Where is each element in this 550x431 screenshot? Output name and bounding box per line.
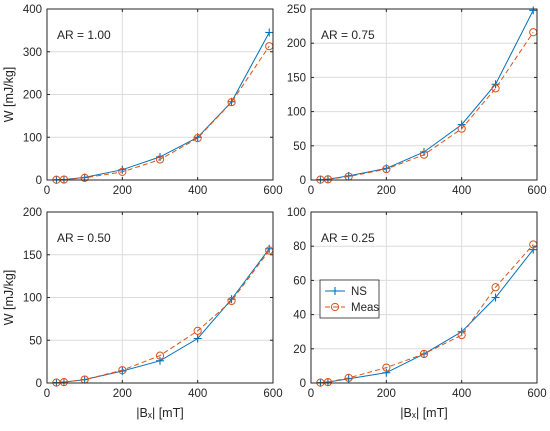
y-tick-label: 40 bbox=[293, 310, 306, 322]
data-point-ns bbox=[265, 244, 274, 253]
data-point-meas bbox=[80, 173, 89, 182]
axes-box bbox=[310, 8, 538, 181]
data-point-ns bbox=[382, 368, 391, 377]
data-point-ns bbox=[227, 97, 236, 106]
data-point-meas bbox=[419, 150, 429, 159]
x-tick-label: 400 bbox=[188, 185, 207, 197]
data-point-meas bbox=[118, 366, 127, 375]
y-tick-label: 100 bbox=[287, 107, 306, 119]
y-tick-label: 50 bbox=[293, 141, 306, 153]
ar-annotation: AR = 0.50 bbox=[57, 231, 111, 245]
data-point-meas bbox=[491, 84, 500, 93]
legend-label-ns: NS bbox=[351, 286, 367, 298]
data-point-ns bbox=[491, 293, 500, 302]
axes-box bbox=[46, 211, 274, 384]
data-point-meas bbox=[382, 363, 391, 372]
y-tick-label: 0 bbox=[36, 175, 42, 187]
y-tick-label: 100 bbox=[23, 132, 42, 144]
y-tick-label: 50 bbox=[29, 335, 42, 347]
axes-box bbox=[310, 211, 538, 384]
y-tick-label: 250 bbox=[287, 4, 306, 16]
y-tick-label: 200 bbox=[23, 207, 42, 219]
x-tick-label: 0 bbox=[44, 185, 50, 197]
data-point-meas bbox=[227, 98, 236, 107]
y-tick-label: 400 bbox=[23, 4, 42, 16]
legend: NS Meas bbox=[319, 279, 380, 319]
ar-annotation: AR = 0.25 bbox=[321, 231, 375, 245]
data-point-meas bbox=[382, 164, 391, 174]
x-axis-label: |Bₓ| [mT] bbox=[136, 406, 183, 420]
subplot-2: 0 200 400 600 0 50 100 150 200 250 AR = 0.75 bbox=[287, 4, 547, 197]
x-tick-label: 0 bbox=[308, 185, 314, 197]
x-tick-label: 600 bbox=[527, 388, 546, 400]
data-point-meas bbox=[155, 155, 165, 164]
y-axis-label: W [mJ/kg] bbox=[2, 270, 16, 326]
x-tick-label: 200 bbox=[377, 185, 396, 197]
y-tick-label: 20 bbox=[293, 344, 306, 356]
subplot-4: 0 200 400 600 0 20 40 60 80 100 AR = 0.25 |Bₓ| [mT]… bbox=[287, 207, 547, 420]
y-tick-label: 300 bbox=[23, 47, 42, 59]
data-point-meas bbox=[419, 349, 429, 359]
data-point-ns bbox=[457, 120, 466, 129]
legend-marker-meas bbox=[330, 302, 340, 312]
y-tick-label: 0 bbox=[300, 175, 306, 187]
x-tick-label: 400 bbox=[452, 388, 471, 400]
legend-label-meas: Meas bbox=[351, 302, 379, 314]
legend-marker-ns bbox=[331, 287, 339, 295]
y-tick-label: 200 bbox=[23, 90, 42, 102]
data-point-meas bbox=[59, 378, 69, 387]
y-tick-label: 200 bbox=[287, 38, 306, 50]
data-point-ns bbox=[529, 245, 538, 254]
ar-annotation: AR = 1.00 bbox=[57, 28, 111, 42]
axes-box bbox=[46, 8, 274, 181]
data-point-ns bbox=[265, 28, 274, 37]
data-point-meas bbox=[457, 124, 466, 133]
y-tick-label: 80 bbox=[293, 241, 306, 253]
x-tick-label: 600 bbox=[263, 185, 282, 197]
data-point-meas bbox=[457, 331, 466, 340]
y-tick-label: 100 bbox=[287, 207, 306, 219]
legend-box bbox=[319, 279, 380, 319]
ar-annotation: AR = 0.75 bbox=[321, 28, 375, 42]
y-tick-label: 150 bbox=[23, 250, 42, 262]
y-tick-label: 60 bbox=[293, 275, 306, 287]
x-axis-label: |Bₓ| [mT] bbox=[400, 406, 447, 420]
data-point-meas bbox=[323, 378, 333, 387]
data-point-meas bbox=[491, 283, 500, 292]
subplot-1: 0 200 400 600 0 100 200 300 400 AR = 1.00 W [mJ/kg… bbox=[2, 4, 283, 197]
data-point-meas bbox=[118, 167, 127, 176]
data-point-ns bbox=[227, 295, 236, 304]
x-tick-label: 200 bbox=[113, 388, 132, 400]
data-point-ns bbox=[156, 356, 164, 365]
data-point-meas bbox=[344, 373, 353, 382]
x-tick-label: 600 bbox=[527, 185, 546, 197]
x-tick-label: 0 bbox=[44, 388, 50, 400]
y-tick-label: 0 bbox=[300, 378, 306, 390]
subplot-3: 0 200 400 600 0 50 100 150 200 AR = 0.50 W [mJ/kg]… bbox=[2, 207, 283, 420]
data-point-ns bbox=[193, 334, 202, 343]
data-point-meas bbox=[193, 134, 202, 143]
x-tick-label: 400 bbox=[452, 185, 471, 197]
y-tick-label: 0 bbox=[36, 378, 42, 390]
x-tick-label: 400 bbox=[188, 388, 207, 400]
data-point-meas bbox=[323, 175, 333, 184]
data-point-ns bbox=[529, 6, 538, 15]
data-point-meas bbox=[227, 296, 236, 306]
y-tick-label: 150 bbox=[287, 72, 306, 84]
y-tick-label: 100 bbox=[23, 293, 42, 305]
x-tick-label: 200 bbox=[377, 388, 396, 400]
x-tick-label: 600 bbox=[263, 388, 282, 400]
x-tick-label: 0 bbox=[308, 388, 314, 400]
data-point-meas bbox=[193, 326, 202, 335]
y-axis-label: W [mJ/kg] bbox=[2, 67, 16, 123]
data-point-meas bbox=[155, 351, 165, 360]
x-tick-label: 200 bbox=[113, 185, 132, 197]
